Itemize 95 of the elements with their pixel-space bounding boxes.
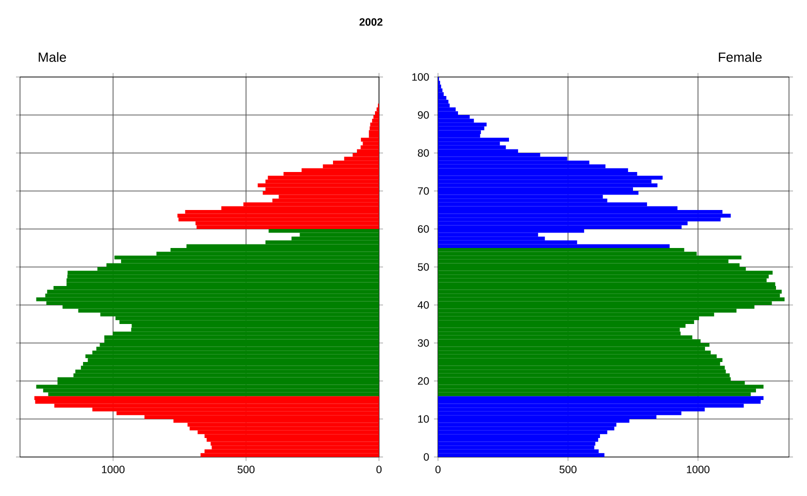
- bar: [210, 442, 379, 446]
- x-tick-label: 500: [560, 466, 576, 474]
- bar: [114, 256, 379, 260]
- bar: [177, 214, 379, 218]
- bar: [438, 107, 456, 112]
- bar: [362, 142, 379, 146]
- bar: [438, 400, 761, 404]
- bar: [204, 449, 379, 454]
- y-tick-label: 80: [418, 149, 429, 157]
- bar: [438, 342, 710, 347]
- y-tick-label: 90: [418, 111, 429, 119]
- bar: [438, 138, 509, 142]
- bar: [438, 290, 782, 294]
- bar: [438, 366, 725, 370]
- chart-subtitle: Female: [718, 52, 762, 62]
- bar: [36, 384, 379, 389]
- bar: [190, 426, 379, 430]
- bar: [100, 342, 379, 347]
- bar: [67, 274, 379, 278]
- bar: [372, 118, 379, 123]
- bar: [438, 190, 638, 195]
- bar: [75, 370, 379, 374]
- bar: [438, 270, 773, 275]
- bar: [360, 138, 379, 142]
- bar: [85, 354, 379, 358]
- bar: [34, 396, 379, 400]
- bar: [268, 176, 379, 180]
- x-tick-label: 0: [376, 466, 382, 474]
- bar: [438, 214, 731, 218]
- bar: [438, 442, 596, 446]
- bar: [438, 373, 730, 378]
- bar: [438, 282, 776, 286]
- y-tick-label: 70: [418, 187, 429, 195]
- bar: [262, 190, 379, 195]
- bar: [438, 370, 726, 374]
- bar: [258, 183, 379, 188]
- x-tick-label: 500: [238, 466, 255, 474]
- bar: [438, 384, 764, 389]
- bar: [438, 176, 663, 180]
- y-tick-label: 0: [424, 453, 429, 461]
- bar: [438, 358, 722, 362]
- bar: [360, 145, 379, 150]
- bar: [104, 335, 379, 340]
- bar: [47, 290, 379, 294]
- bar: [438, 100, 448, 104]
- bar: [178, 218, 379, 222]
- bar: [438, 126, 484, 130]
- bar: [438, 122, 487, 126]
- bar: [196, 225, 379, 229]
- bar: [368, 130, 379, 134]
- bar: [206, 438, 379, 442]
- bar: [438, 244, 670, 248]
- bar: [58, 377, 379, 381]
- y-tick-label: 100: [412, 73, 429, 81]
- bar: [438, 114, 470, 119]
- bar: [96, 346, 379, 351]
- bar: [36, 297, 379, 302]
- y-tick-label: 40: [418, 301, 429, 309]
- y-tick-label: 20: [418, 377, 429, 385]
- bar: [35, 400, 379, 404]
- y-tick-label: 60: [418, 225, 429, 233]
- bar: [438, 438, 598, 442]
- x-tick-label: 0: [435, 466, 441, 474]
- bar: [83, 362, 379, 366]
- bar: [200, 453, 379, 457]
- bar: [268, 228, 379, 233]
- bar: [438, 396, 764, 400]
- bar: [438, 92, 444, 96]
- bar: [438, 183, 658, 188]
- bar: [370, 126, 379, 130]
- bar: [438, 96, 446, 100]
- bar: [375, 111, 379, 115]
- bar: [438, 446, 594, 450]
- x-tick-label: 1000: [686, 466, 710, 474]
- bar: [438, 88, 442, 92]
- bar: [438, 130, 481, 134]
- bar: [373, 114, 379, 119]
- bar: [438, 426, 614, 430]
- chart-subtitle: Male: [38, 52, 66, 62]
- bar: [66, 278, 379, 282]
- y-tick-label: 50: [418, 263, 429, 271]
- bar: [119, 320, 379, 324]
- bar: [104, 339, 379, 343]
- bar: [356, 149, 379, 153]
- bar: [438, 84, 442, 88]
- chart-title: 2002: [360, 18, 382, 26]
- bar: [438, 274, 769, 278]
- y-tick-label: 30: [418, 339, 429, 347]
- bar: [438, 256, 742, 260]
- x-tick-label: 1000: [102, 466, 125, 474]
- bar: [370, 122, 379, 126]
- y-tick-label: 10: [418, 415, 429, 423]
- bar: [438, 297, 785, 302]
- bar: [68, 270, 379, 275]
- bar: [438, 453, 604, 457]
